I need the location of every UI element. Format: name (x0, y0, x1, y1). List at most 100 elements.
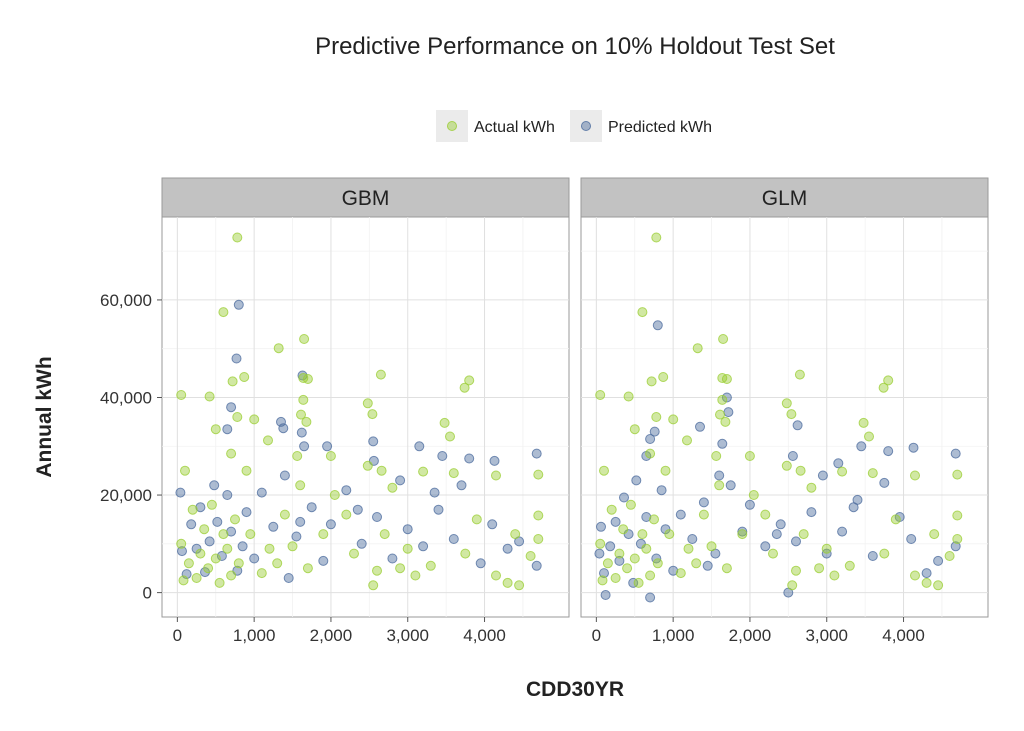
plot-area-glm (580, 216, 989, 618)
actual-point (176, 390, 187, 400)
predicted-point (596, 521, 606, 532)
actual-point (375, 369, 386, 380)
x-tick-label: 4,000 (463, 626, 506, 645)
actual-point (249, 414, 260, 425)
predicted-point (295, 516, 306, 527)
predicted-point (456, 480, 467, 491)
actual-point (239, 372, 250, 382)
predicted-point (600, 590, 611, 600)
plot-area-gbm (161, 216, 570, 618)
predicted-point (883, 446, 894, 457)
actual-point (491, 570, 501, 581)
actual-point (878, 382, 889, 393)
actual-point (614, 548, 625, 559)
actual-point (595, 390, 606, 400)
actual-point (226, 448, 237, 459)
actual-point (618, 524, 629, 535)
predicted-point (837, 526, 848, 537)
actual-point (195, 548, 206, 559)
predicted-point (879, 477, 890, 488)
y-axis-title: Annual kWh (33, 356, 56, 477)
actual-point (533, 510, 544, 521)
actual-point (645, 570, 656, 581)
predicted-point (395, 475, 406, 486)
strip-label-glm: GLM (762, 187, 808, 210)
predicted-point (787, 451, 798, 461)
strip-label-gbm: GBM (342, 187, 390, 210)
actual-point (921, 577, 932, 588)
actual-point (227, 376, 238, 387)
actual-point (675, 568, 686, 579)
predicted-point (222, 490, 233, 500)
actual-point (299, 334, 310, 344)
actual-point (787, 580, 798, 591)
actual-point (629, 424, 640, 435)
actual-point (214, 577, 225, 588)
predicted-point (856, 441, 867, 452)
actual-point (952, 534, 963, 544)
actual-point (658, 372, 669, 382)
actual-point (439, 417, 450, 428)
actual-point (232, 412, 243, 422)
predicted-point (817, 470, 828, 481)
predicted-point (908, 442, 919, 453)
x-tick-label: 3,000 (805, 626, 848, 645)
predicted-point (950, 448, 961, 459)
predicted-point (195, 502, 206, 513)
actual-point (933, 580, 944, 591)
actual-point (837, 466, 848, 477)
predicted-point (177, 546, 187, 557)
actual-point (325, 451, 336, 461)
actual-point (256, 568, 267, 579)
actual-point (683, 543, 694, 554)
actual-point (292, 451, 303, 461)
predicted-point (249, 553, 260, 564)
actual-point (714, 480, 725, 491)
x-tick-label: 2,000 (310, 626, 353, 645)
predicted-point (723, 407, 734, 418)
y-tick-label: 40,000 (100, 388, 152, 407)
predicted-point (278, 423, 289, 434)
predicted-point (237, 541, 248, 552)
actual-point (744, 451, 755, 461)
predicted-point (489, 455, 500, 466)
predicted-point (652, 320, 663, 331)
predicted-point (760, 541, 771, 552)
actual-point (649, 514, 659, 525)
predicted-point (649, 426, 660, 437)
predicted-point (341, 485, 352, 496)
actual-point (623, 391, 634, 402)
predicted-point (594, 548, 605, 559)
actual-point (682, 435, 692, 446)
legend-label-predicted: Predicted kWh (608, 119, 712, 136)
legend-key-actual (436, 110, 468, 142)
actual-point (610, 573, 621, 583)
actual-point (748, 490, 759, 500)
predicted-point (402, 524, 413, 535)
predicted-point (352, 504, 363, 515)
actual-point (362, 460, 373, 471)
actual-point (844, 560, 855, 571)
actual-point (737, 529, 748, 540)
actual-point (318, 529, 329, 540)
actual-point (625, 499, 636, 510)
predicted-point (775, 519, 786, 530)
actual-point (349, 548, 359, 559)
actual-point (203, 563, 214, 574)
actual-point (341, 509, 352, 520)
actual-point (241, 465, 252, 476)
actual-point (491, 470, 501, 481)
actual-point (664, 529, 675, 540)
predicted-point (241, 507, 252, 518)
predicted-point (610, 516, 621, 527)
x-tick-label: 4,000 (882, 626, 925, 645)
actual-point (651, 232, 662, 243)
actual-point (296, 409, 306, 420)
predicted-point (433, 504, 444, 515)
predicted-point (628, 577, 639, 588)
actual-point (795, 465, 806, 476)
predicted-point (806, 507, 817, 518)
actual-point (606, 504, 617, 515)
actual-point (178, 575, 189, 586)
